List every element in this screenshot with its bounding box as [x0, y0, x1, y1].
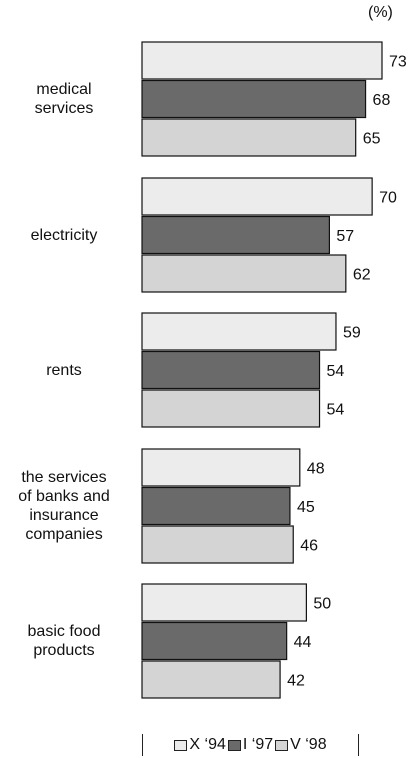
legend-label-x94: X ‘94 — [189, 736, 226, 753]
value-label-v98-3: 46 — [300, 538, 318, 555]
category-label-1: electricity — [30, 226, 98, 244]
value-label-x94-4: 50 — [313, 596, 331, 613]
value-label-x94-2: 59 — [343, 325, 361, 342]
category-label-3: the services of banks and insurance comp… — [18, 469, 110, 543]
value-label-x94-3: 48 — [307, 461, 325, 478]
legend-label-v98: V ‘98 — [290, 736, 327, 753]
category-label-4: basic food products — [27, 623, 101, 659]
bar-x94-0 — [141, 41, 383, 80]
bar-v98-3 — [141, 525, 294, 564]
legend-label-i97: I ‘97 — [242, 736, 274, 753]
bar-x94-2 — [141, 312, 337, 351]
legend-swatch-i97 — [227, 739, 241, 751]
bar-i97-0 — [141, 79, 367, 119]
legend-item-v98: V ‘98 — [275, 734, 327, 756]
bar-x94-1 — [141, 177, 373, 216]
value-label-v98-0: 65 — [363, 131, 381, 148]
value-label-v98-1: 62 — [353, 267, 371, 284]
legend-swatch-x94 — [174, 739, 188, 751]
value-label-i97-1: 57 — [336, 228, 354, 245]
value-label-i97-4: 44 — [294, 634, 312, 651]
bar-v98-4 — [141, 660, 281, 699]
value-label-i97-0: 68 — [373, 92, 391, 109]
legend-item-x94: X ‘94 — [174, 734, 226, 756]
bar-i97-2 — [141, 350, 321, 390]
value-label-v98-4: 42 — [287, 673, 305, 690]
bar-v98-0 — [141, 118, 357, 157]
legend-swatch-v98 — [275, 739, 289, 751]
category-label-0: medical services — [34, 81, 94, 117]
legend: X ‘94 I ‘97 V ‘98 — [142, 734, 359, 756]
bar-x94-3 — [141, 448, 301, 487]
bar-i97-3 — [141, 486, 291, 526]
value-label-x94-1: 70 — [379, 190, 397, 207]
category-label-2: rents — [46, 361, 82, 379]
bar-v98-1 — [141, 254, 347, 293]
bar-i97-1 — [141, 215, 330, 255]
bar-i97-4 — [141, 621, 288, 661]
legend-item-i97: I ‘97 — [227, 734, 274, 756]
value-label-i97-2: 54 — [327, 363, 345, 380]
value-label-x94-0: 73 — [389, 54, 407, 71]
bar-v98-2 — [141, 389, 321, 428]
unit-label: (%) — [368, 4, 393, 21]
bar-x94-4 — [141, 583, 307, 622]
value-label-v98-2: 54 — [327, 402, 345, 419]
value-label-i97-3: 45 — [297, 499, 315, 516]
